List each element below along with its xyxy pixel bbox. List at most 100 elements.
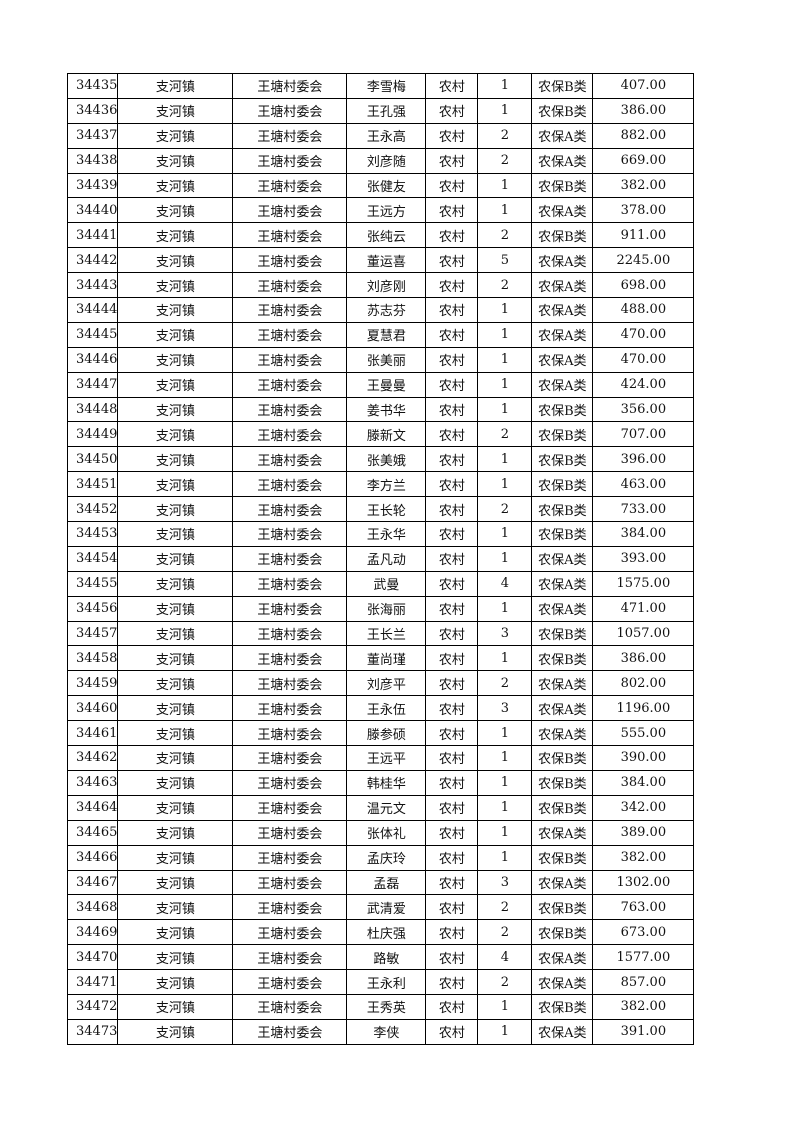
table-row: 34472 支河镇 王塘村委会 王秀英 农村 1 农保B类 382.00 [66, 993, 695, 1020]
cell-count: 1 [477, 645, 533, 672]
cell-count: 2 [477, 122, 533, 149]
cell-id: 34447 [66, 371, 119, 398]
cell-name: 路敏 [346, 944, 427, 971]
cell-count: 1 [477, 844, 533, 871]
cell-amount: 407.00 [592, 73, 695, 99]
table-row: 34450 支河镇 王塘村委会 张美娥 农村 1 农保B类 396.00 [66, 446, 695, 473]
cell-town: 支河镇 [117, 197, 234, 224]
cell-count: 1 [477, 446, 533, 473]
cell-count: 1 [477, 745, 533, 771]
cell-category: 农保A类 [531, 1018, 594, 1045]
cell-town: 支河镇 [117, 570, 234, 597]
cell-area: 农村 [425, 670, 479, 697]
cell-area: 农村 [425, 894, 479, 921]
cell-amount: 386.00 [592, 645, 695, 672]
table-row: 34457 支河镇 王塘村委会 王长兰 农村 3 农保B类 1057.00 [66, 620, 695, 647]
cell-count: 2 [477, 894, 533, 921]
cell-committee: 王塘村委会 [232, 97, 348, 124]
cell-amount: 386.00 [592, 97, 695, 124]
table-row: 34470 支河镇 王塘村委会 路敏 农村 4 农保A类 1577.00 [66, 944, 695, 971]
cell-category: 农保B类 [531, 919, 594, 946]
cell-town: 支河镇 [117, 944, 234, 971]
cell-area: 农村 [425, 396, 479, 423]
cell-area: 农村 [425, 545, 479, 572]
cell-category: 农保A类 [531, 346, 594, 373]
cell-count: 1 [477, 769, 533, 796]
cell-id: 34443 [66, 272, 119, 299]
cell-area: 农村 [425, 944, 479, 971]
cell-category: 农保B类 [531, 620, 594, 647]
cell-town: 支河镇 [117, 844, 234, 871]
cell-name: 刘彦随 [346, 147, 427, 174]
cell-amount: 2245.00 [592, 247, 695, 274]
cell-id: 34464 [66, 794, 119, 821]
cell-committee: 王塘村委会 [232, 570, 348, 597]
cell-area: 农村 [425, 769, 479, 796]
cell-town: 支河镇 [117, 272, 234, 299]
table-row: 34436 支河镇 王塘村委会 王孔强 农村 1 农保B类 386.00 [66, 97, 695, 124]
cell-amount: 382.00 [592, 172, 695, 199]
cell-committee: 王塘村委会 [232, 421, 348, 448]
cell-area: 农村 [425, 97, 479, 124]
cell-amount: 470.00 [592, 321, 695, 348]
cell-id: 34453 [66, 521, 119, 547]
cell-committee: 王塘村委会 [232, 272, 348, 299]
cell-area: 农村 [425, 844, 479, 871]
table-row: 34446 支河镇 王塘村委会 张美丽 农村 1 农保A类 470.00 [66, 346, 695, 373]
cell-name: 张纯云 [346, 222, 427, 249]
cell-id: 34445 [66, 321, 119, 348]
cell-town: 支河镇 [117, 297, 234, 323]
cell-town: 支河镇 [117, 993, 234, 1020]
cell-count: 3 [477, 869, 533, 896]
cell-area: 农村 [425, 720, 479, 747]
cell-name: 董尚瑾 [346, 645, 427, 672]
cell-count: 1 [477, 346, 533, 373]
table-row: 34443 支河镇 王塘村委会 刘彦刚 农村 2 农保A类 698.00 [66, 272, 695, 299]
cell-committee: 王塘村委会 [232, 197, 348, 224]
cell-category: 农保B类 [531, 73, 594, 99]
cell-committee: 王塘村委会 [232, 844, 348, 871]
cell-town: 支河镇 [117, 670, 234, 697]
table-row: 34471 支河镇 王塘村委会 王永利 农村 2 农保A类 857.00 [66, 969, 695, 995]
cell-id: 34467 [66, 869, 119, 896]
cell-category: 农保B类 [531, 769, 594, 796]
cell-count: 5 [477, 247, 533, 274]
cell-name: 夏慧君 [346, 321, 427, 348]
cell-amount: 470.00 [592, 346, 695, 373]
cell-town: 支河镇 [117, 122, 234, 149]
cell-count: 1 [477, 993, 533, 1020]
cell-amount: 1057.00 [592, 620, 695, 647]
cell-committee: 王塘村委会 [232, 645, 348, 672]
cell-area: 农村 [425, 919, 479, 946]
cell-count: 4 [477, 944, 533, 971]
cell-category: 农保B类 [531, 172, 594, 199]
cell-area: 农村 [425, 969, 479, 995]
cell-count: 1 [477, 371, 533, 398]
cell-amount: 1196.00 [592, 695, 695, 722]
cell-town: 支河镇 [117, 222, 234, 249]
cell-id: 34457 [66, 620, 119, 647]
cell-id: 34456 [66, 595, 119, 622]
cell-name: 武清爱 [346, 894, 427, 921]
table-row: 34453 支河镇 王塘村委会 王永华 农村 1 农保B类 384.00 [66, 521, 695, 547]
cell-amount: 391.00 [592, 1018, 695, 1045]
cell-area: 农村 [425, 197, 479, 224]
cell-id: 34435 [66, 73, 119, 99]
cell-name: 张美丽 [346, 346, 427, 373]
cell-category: 农保A类 [531, 720, 594, 747]
cell-area: 农村 [425, 869, 479, 896]
cell-town: 支河镇 [117, 496, 234, 523]
table-row: 34451 支河镇 王塘村委会 李方兰 农村 1 农保B类 463.00 [66, 471, 695, 498]
cell-count: 4 [477, 570, 533, 597]
cell-id: 34437 [66, 122, 119, 149]
cell-name: 王长轮 [346, 496, 427, 523]
cell-amount: 382.00 [592, 844, 695, 871]
cell-category: 农保A类 [531, 595, 594, 622]
cell-category: 农保B类 [531, 645, 594, 672]
cell-category: 农保A类 [531, 695, 594, 722]
cell-count: 1 [477, 521, 533, 547]
cell-amount: 555.00 [592, 720, 695, 747]
cell-amount: 463.00 [592, 471, 695, 498]
cell-id: 34441 [66, 222, 119, 249]
cell-committee: 王塘村委会 [232, 545, 348, 572]
